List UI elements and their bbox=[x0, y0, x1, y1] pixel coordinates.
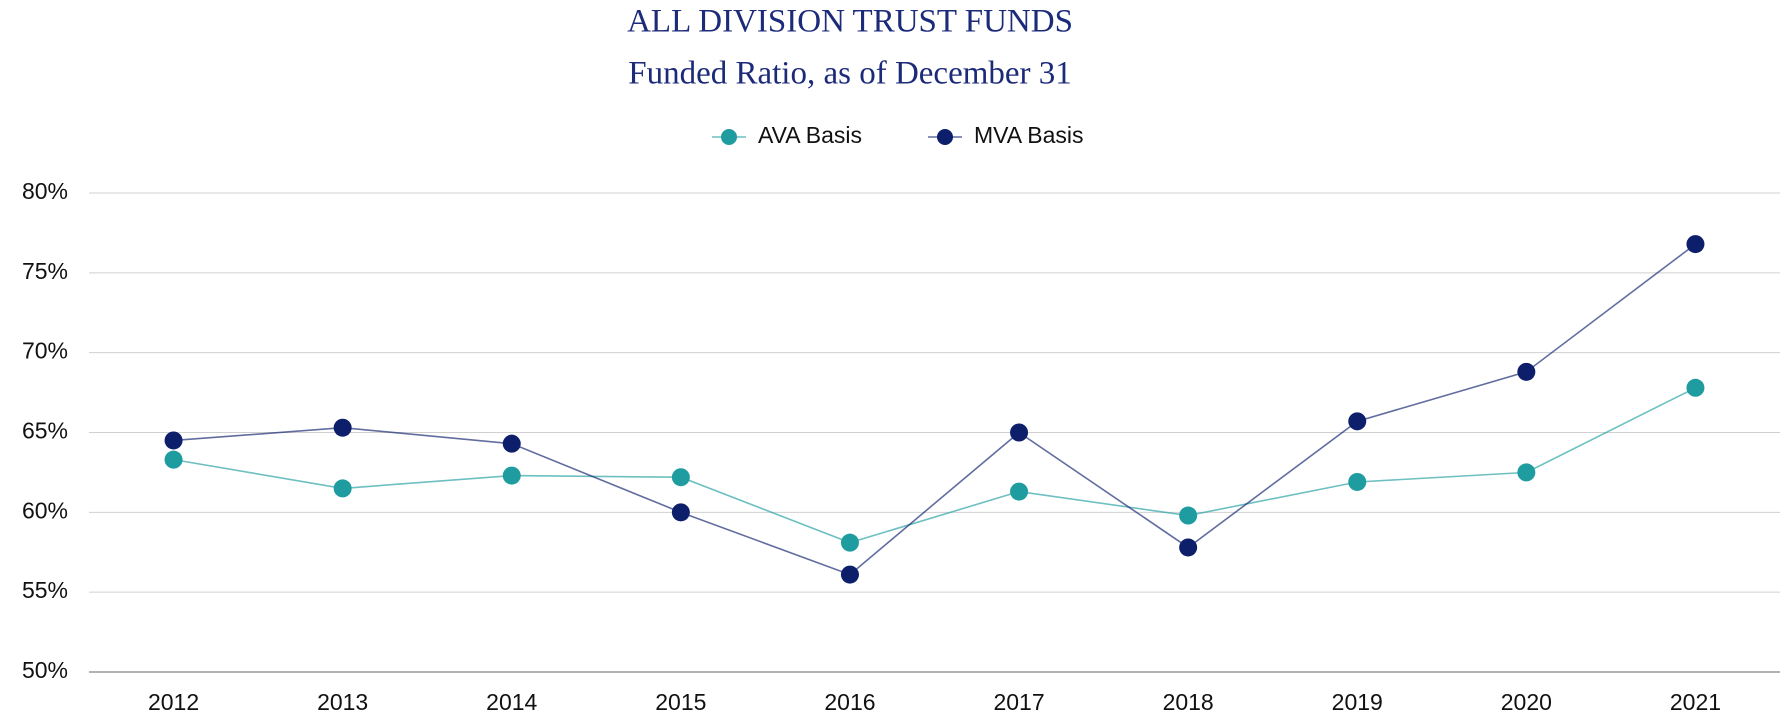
series-line bbox=[173, 243, 1696, 576]
legend-marker bbox=[721, 129, 737, 145]
y-tick-label: 70% bbox=[22, 338, 68, 364]
point bbox=[1010, 423, 1029, 442]
x-tick-label: 2021 bbox=[1670, 689, 1721, 715]
point bbox=[1179, 538, 1198, 557]
point bbox=[1179, 506, 1198, 525]
y-tick-label: 80% bbox=[22, 178, 68, 204]
y-tick-label: 50% bbox=[22, 657, 68, 683]
x-tick-label: 2014 bbox=[486, 689, 537, 715]
point bbox=[333, 479, 352, 498]
point bbox=[164, 450, 183, 469]
point bbox=[1348, 412, 1367, 431]
x-tick-label: 2012 bbox=[148, 689, 199, 715]
point bbox=[1010, 482, 1029, 501]
point bbox=[1348, 472, 1367, 491]
point bbox=[671, 468, 690, 487]
legend-label: AVA Basis bbox=[758, 122, 862, 148]
chart-title: ALL DIVISION TRUST FUNDS bbox=[627, 4, 1073, 40]
x-tick-label: 2016 bbox=[824, 689, 875, 715]
point bbox=[1686, 378, 1705, 397]
y-tick-label: 75% bbox=[22, 258, 68, 284]
point bbox=[164, 431, 183, 450]
x-tick-label: 2017 bbox=[993, 689, 1044, 715]
y-tick-label: 60% bbox=[22, 497, 68, 523]
point bbox=[502, 466, 521, 485]
point bbox=[840, 533, 859, 552]
point bbox=[1517, 463, 1536, 482]
y-tick-label: 55% bbox=[22, 577, 68, 603]
x-tick-label: 2013 bbox=[317, 689, 368, 715]
series-line bbox=[173, 387, 1696, 544]
point bbox=[671, 503, 690, 522]
legend-label: MVA Basis bbox=[974, 122, 1084, 148]
legend-marker bbox=[937, 129, 953, 145]
y-tick-label: 65% bbox=[22, 418, 68, 444]
point bbox=[333, 418, 352, 437]
x-tick-label: 2015 bbox=[655, 689, 706, 715]
point bbox=[840, 565, 859, 584]
point bbox=[502, 434, 521, 453]
point bbox=[1686, 235, 1705, 254]
x-tick-label: 2018 bbox=[1163, 689, 1214, 715]
point bbox=[1517, 362, 1536, 381]
chart-subtitle: Funded Ratio, as of December 31 bbox=[628, 56, 1072, 92]
x-tick-label: 2019 bbox=[1332, 689, 1383, 715]
x-tick-label: 2020 bbox=[1501, 689, 1552, 715]
